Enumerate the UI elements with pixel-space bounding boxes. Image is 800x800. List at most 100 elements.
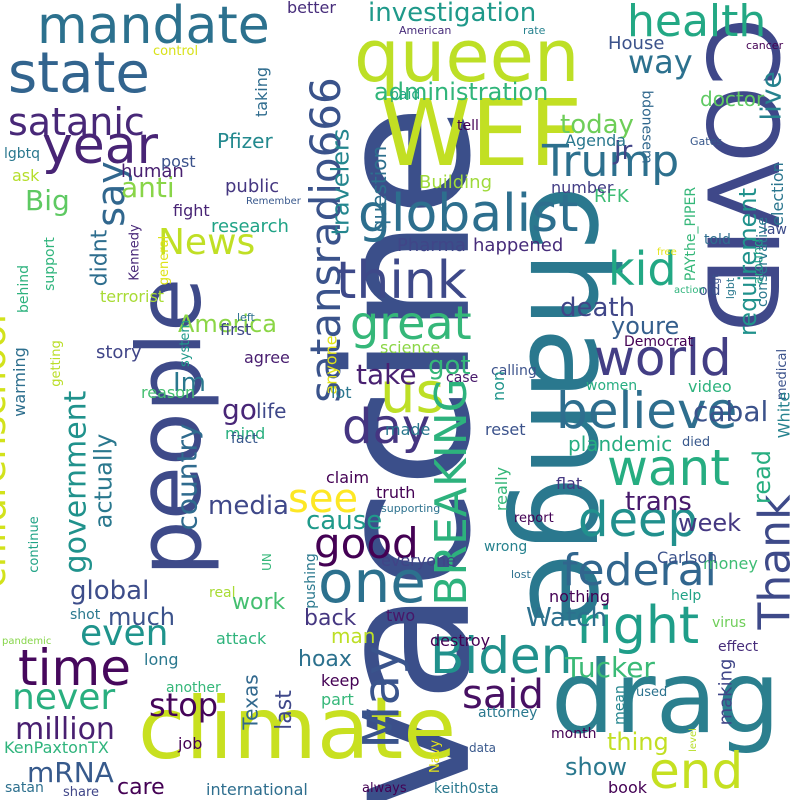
word-got: got [428, 351, 471, 381]
word-old: old [699, 283, 721, 299]
word-story: story [96, 342, 142, 363]
word-number: number [551, 178, 614, 197]
word-even: even [80, 613, 169, 654]
word-attack: attack [216, 629, 267, 648]
word-drag: drag [551, 639, 781, 756]
word-book: book [608, 778, 647, 797]
word-fact: fact [231, 431, 258, 447]
word-system: system [178, 320, 193, 367]
word-warming: warming [9, 347, 29, 417]
word-back: back [304, 606, 357, 631]
word-un: UN [259, 553, 274, 571]
word-great: great [350, 296, 472, 350]
word-said: said [462, 672, 544, 718]
word-global: global [70, 576, 150, 606]
word-paid: paid [390, 87, 421, 103]
word-american: American [399, 24, 452, 37]
word-work: work [232, 590, 286, 615]
word-week: week [678, 509, 742, 537]
word-research: research [211, 216, 289, 237]
word-video: video [688, 377, 732, 396]
word-care: care [117, 775, 165, 800]
word-wrong: wrong [484, 539, 528, 555]
word-taking: taking [252, 66, 272, 118]
word-data: data [469, 741, 497, 755]
word-didnt: didnt [87, 229, 113, 287]
word-time: time [18, 639, 131, 697]
word-never: never [12, 677, 116, 718]
word-general: general [157, 235, 173, 286]
word-ask: ask [12, 166, 40, 185]
word-texas: Texas [238, 674, 263, 730]
word-cabal: cabal [693, 395, 769, 428]
word-pharma: Pharma [397, 235, 466, 256]
word-may: May [352, 645, 411, 749]
word-deep: deep [578, 492, 698, 548]
word-support: support [41, 237, 58, 291]
word-read: read [748, 449, 777, 505]
word-keith0sta: keith0sta [434, 781, 499, 797]
word-lost: lost [511, 568, 531, 581]
word-today: today [560, 110, 634, 140]
word-law: law [763, 222, 787, 238]
word-doctor: doctor [700, 87, 765, 111]
word-man: man [331, 624, 376, 648]
word-human: human [121, 161, 184, 182]
word-biden: Biden [430, 627, 573, 685]
word-show: show [565, 753, 628, 781]
word-calling: calling [491, 363, 537, 379]
word-stop: stop [149, 686, 219, 724]
word-international: international [206, 780, 308, 799]
word-agenda: Agenda [565, 131, 627, 150]
word-navy: Navy [428, 739, 444, 774]
word-day: day [342, 399, 431, 455]
word-virus: virus [712, 615, 747, 631]
word-effect: effect [718, 639, 759, 655]
word-one: one [318, 548, 426, 616]
word-carlson: Carlson [657, 548, 718, 567]
word-government: government [58, 390, 94, 574]
word-mrna: mRNA [27, 756, 114, 789]
word-tell: tell [457, 118, 479, 134]
word-report: report [514, 511, 554, 526]
word-queen: queen [354, 14, 580, 98]
word-reason: reason [141, 383, 196, 402]
word-trans: trans [625, 487, 692, 517]
word-cancer: cancer [746, 39, 784, 52]
word-fight: fight [173, 201, 210, 220]
word-news: News [158, 222, 256, 263]
word-level: level [687, 728, 699, 752]
word-watch: Watch [526, 603, 607, 633]
word-remember: Remember [246, 196, 301, 207]
word-nothing: nothing [549, 587, 611, 606]
word-flat: flat [556, 474, 583, 493]
word-mind: mind [225, 424, 266, 443]
word-making: making [715, 658, 737, 726]
word-trump: Trump [542, 136, 680, 187]
word-real: real [209, 585, 236, 601]
word-died: died [682, 435, 711, 450]
word-gates: Gates [690, 135, 723, 148]
word-way: way [628, 43, 693, 81]
word-rfk: RFK [594, 186, 629, 207]
word-white: White [774, 391, 794, 439]
word-house: House [608, 33, 665, 54]
word-left: left [237, 311, 255, 324]
word-satan: satan [5, 780, 44, 796]
word-claim: claim [326, 468, 370, 487]
word-happened: happened [473, 235, 564, 256]
word-lgbt: lgbt [724, 277, 738, 300]
word-really: really [492, 466, 512, 512]
word-kennedy: Kennedy [127, 224, 143, 281]
word-death: death [560, 293, 636, 323]
word-state: state [8, 41, 150, 106]
word-country: country [170, 423, 204, 531]
word-think: think [336, 251, 467, 311]
word-actually: actually [89, 433, 118, 529]
word-million: million [15, 712, 115, 747]
word-case: case [446, 370, 479, 386]
word-better: better [287, 0, 336, 17]
word-hoax: hoax [298, 647, 352, 672]
word-public: public [225, 176, 280, 197]
word-thank: Thank [749, 494, 800, 630]
